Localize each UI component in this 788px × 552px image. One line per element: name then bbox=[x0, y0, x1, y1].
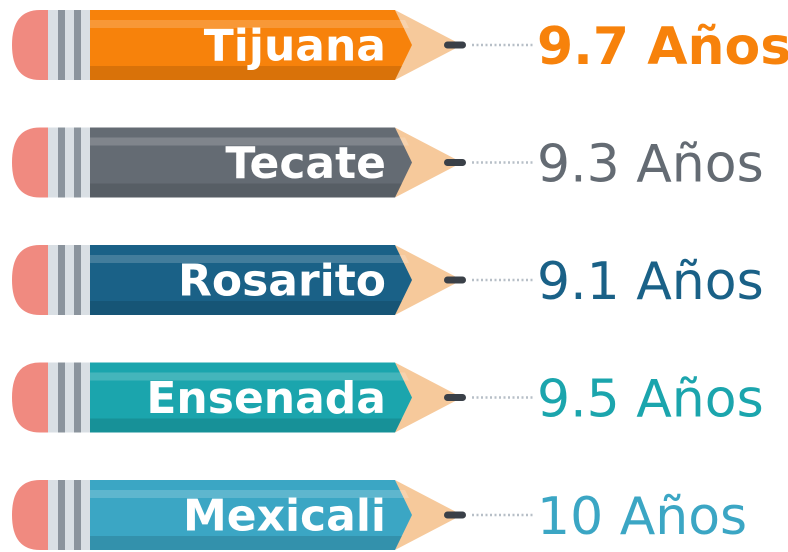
pencil-row: Rosarito 9.1 Años bbox=[12, 245, 764, 315]
city-label: Ensenada bbox=[146, 373, 386, 424]
city-label: Tijuana bbox=[204, 21, 386, 72]
pencil-lead bbox=[444, 277, 466, 284]
ferrule-stripe bbox=[58, 363, 65, 433]
city-label: Rosarito bbox=[178, 256, 386, 307]
pencil-row: Ensenada 9.5 Años bbox=[12, 363, 764, 433]
ferrule bbox=[48, 128, 90, 198]
pencil-row: Tijuana 9.7 Años bbox=[12, 10, 788, 80]
eraser bbox=[12, 245, 50, 315]
years-label: 9.5 Años bbox=[537, 370, 764, 430]
years-label: 9.3 Años bbox=[537, 135, 764, 195]
ferrule-stripe bbox=[74, 245, 81, 315]
years-label: 10 Años bbox=[537, 487, 747, 547]
eraser bbox=[12, 480, 50, 550]
ferrule-stripe bbox=[74, 480, 81, 550]
years-label: 9.1 Años bbox=[537, 252, 764, 312]
city-label: Tecate bbox=[225, 138, 386, 189]
ferrule bbox=[48, 363, 90, 433]
ferrule-stripe bbox=[58, 10, 65, 80]
eraser bbox=[12, 363, 50, 433]
pencil-lead bbox=[444, 159, 466, 166]
infographic: Tijuana 9.7 Años Tecate 9.3 Años Rosarito 9.1… bbox=[0, 0, 788, 552]
eraser bbox=[12, 10, 50, 80]
pencil-row: Tecate 9.3 Años bbox=[12, 128, 764, 198]
ferrule-stripe bbox=[74, 128, 81, 198]
ferrule bbox=[48, 480, 90, 550]
ferrule-stripe bbox=[74, 363, 81, 433]
ferrule bbox=[48, 10, 90, 80]
city-label: Mexicali bbox=[183, 491, 386, 542]
pencil-row: Mexicali 10 Años bbox=[12, 480, 747, 550]
pencil-lead bbox=[444, 512, 466, 519]
ferrule-stripe bbox=[74, 10, 81, 80]
ferrule-stripe bbox=[58, 128, 65, 198]
pencil-lead bbox=[444, 42, 466, 49]
ferrule-stripe bbox=[58, 480, 65, 550]
eraser bbox=[12, 128, 50, 198]
years-label: 9.7 Años bbox=[537, 17, 788, 77]
ferrule bbox=[48, 245, 90, 315]
pencil-lead bbox=[444, 394, 466, 401]
ferrule-stripe bbox=[58, 245, 65, 315]
